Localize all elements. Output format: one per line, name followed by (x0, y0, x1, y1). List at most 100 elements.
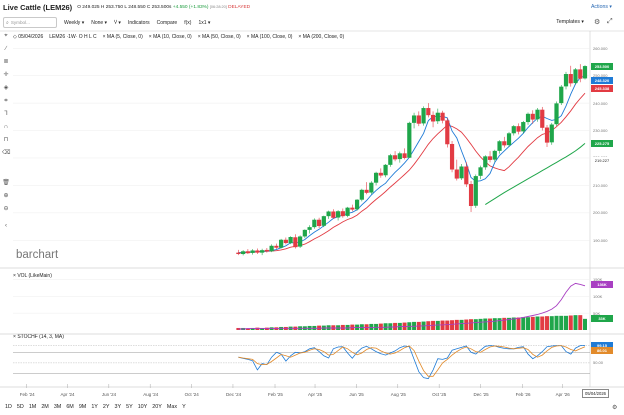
candle-body (378, 172, 383, 176)
volume-bar (502, 317, 507, 330)
range-1d[interactable]: 1D (5, 404, 12, 410)
price-axis-label: 200.000 (593, 210, 608, 216)
candle-body (578, 69, 583, 79)
fullscreen-icon[interactable]: ⤢ (607, 18, 613, 25)
instrument-title[interactable]: Live Cattle (LEM26) (3, 2, 73, 12)
shapes-icon[interactable]: ◈ (3, 85, 9, 91)
interval-dropdown[interactable]: Weekly ▾ (64, 19, 85, 26)
collapse-sidebar-icon[interactable]: ‹ (5, 223, 7, 229)
candle-body (335, 211, 341, 218)
range-2m[interactable]: 2M (41, 404, 49, 410)
range-5y[interactable]: 5Y (126, 404, 133, 410)
indicators-button[interactable]: Indicators (127, 19, 150, 26)
volume-bar (369, 323, 374, 330)
x-axis-label: Feb '25 (268, 392, 283, 397)
range-10y[interactable]: 10Y (137, 404, 148, 410)
candle-body (402, 153, 407, 158)
candle-body (554, 103, 559, 125)
range-9m[interactable]: 9M (78, 404, 87, 410)
compare-button[interactable]: Compare (156, 19, 178, 26)
candle-body (530, 113, 535, 120)
layout-dropdown[interactable]: 1x1 ▾ (198, 19, 211, 26)
volume-bars (236, 315, 587, 330)
stoch-d-line (238, 345, 586, 377)
stochastic-lines (238, 345, 586, 380)
zoom-in-icon[interactable]: ⊕ (3, 193, 9, 199)
legend-ma-5[interactable]: × MA (5, Close, 0) (102, 34, 143, 40)
stoch-k-line (238, 345, 585, 380)
legend-ma-100[interactable]: × MA (100, Close, 0) (246, 34, 293, 40)
price-badge: 253.500 (591, 62, 613, 70)
volume-legend-label: VOL (LikeMain) (17, 273, 52, 279)
candle-body (483, 156, 488, 168)
range-20y[interactable]: 20Y (152, 404, 162, 410)
candle-body (549, 124, 554, 143)
range-3m[interactable]: 3M (53, 404, 62, 410)
settings-gear-icon[interactable]: ⚙ (594, 19, 601, 26)
trend-line-icon[interactable]: ∕ (5, 46, 7, 52)
candle-body (559, 86, 564, 104)
volume-bar (549, 316, 554, 330)
range-ytd[interactable]: Y (182, 404, 186, 410)
candle-body (397, 153, 402, 160)
ma-50-label: MA (50, Close, 0) (202, 34, 241, 40)
text-icon[interactable]: Ꞁ (4, 111, 8, 117)
volume-bar (478, 318, 483, 330)
legend-ma-10[interactable]: × MA (10, Close, 0) (148, 34, 192, 40)
delete-drawings-icon[interactable]: 🗑 (2, 180, 10, 186)
candle-body (383, 164, 388, 176)
range-1y[interactable]: 1Y (91, 404, 98, 410)
candle-body (373, 172, 379, 183)
volume-bar (378, 323, 383, 330)
actions-menu[interactable]: Actions ▾ (590, 4, 612, 10)
stoch-axis-label: 50.00 (593, 360, 604, 366)
symbol-placeholder: Symbol... (10, 20, 30, 25)
chart-style-dropdown[interactable]: None ▾ (91, 19, 108, 26)
candle-body (317, 219, 322, 227)
legend-series[interactable]: LEM26 ·1W· O H L C (49, 34, 97, 40)
quote-change: +4.550 (+1.83%) (172, 4, 209, 10)
drawing-tool-dropdown[interactable]: Ⴤ ▾ (114, 19, 121, 26)
volume-pane-legend[interactable]: × VOL (LikeMain) (13, 273, 52, 279)
chart-settings-gear-icon[interactable]: ⚙ (612, 405, 618, 411)
measure-icon[interactable]: ✛ (3, 72, 9, 78)
range-1m[interactable]: 1M (28, 404, 37, 410)
templates-dropdown[interactable]: Templates ▾ (556, 19, 584, 25)
candle-body (449, 143, 455, 170)
range-2y[interactable]: 2Y (102, 404, 110, 410)
x-axis-label: Jun '25 (349, 392, 364, 397)
range-6m[interactable]: 6M (66, 404, 74, 410)
volume-bar (564, 315, 569, 330)
candle-body (411, 115, 417, 123)
x-axis-label: Feb '26 (515, 392, 531, 397)
legend-date: ◇ 05/04/2026 (13, 34, 43, 40)
volume-bar (497, 318, 502, 330)
pattern-icon[interactable]: ⌗ (4, 98, 8, 104)
x-axis-label: Feb '24 (19, 392, 35, 397)
legend-ma-50[interactable]: × MA (50, Close, 0) (197, 34, 241, 40)
zoom-out-icon[interactable]: ⊖ (3, 206, 9, 212)
range-5d[interactable]: 5D (16, 404, 24, 410)
range-max[interactable]: Max (166, 404, 178, 410)
candle-body (573, 69, 578, 84)
price-axis-label: 250.000 (593, 73, 608, 79)
symbol-search-input[interactable]: ⌕ Symbol... (3, 17, 57, 28)
candle-body (445, 120, 450, 145)
lock-icon[interactable]: ⊓ (3, 137, 9, 143)
x-axis-label: Dec '25 (473, 392, 489, 397)
candle-body (430, 114, 436, 122)
fx-button[interactable]: f(x) (184, 19, 192, 26)
price-badge: 245.338 (591, 84, 613, 92)
magnet-icon[interactable]: ∩ (3, 124, 9, 130)
crosshair-icon[interactable]: ⌖ (4, 33, 8, 39)
range-3y[interactable]: 3Y (114, 404, 122, 410)
eraser-icon[interactable]: ⌫ (2, 150, 11, 156)
legend-ma-200[interactable]: × MA (200, Close, 0) (298, 34, 345, 40)
open-interest-line (238, 282, 586, 330)
ma-5-label: MA (5, Close, 0) (106, 34, 143, 40)
candle-body (478, 167, 483, 176)
fibonacci-icon[interactable]: ≣ (3, 59, 9, 65)
ma-50-line (485, 143, 586, 206)
stoch-pane-legend[interactable]: × STOCHF (14, 3, MA) (13, 334, 64, 340)
